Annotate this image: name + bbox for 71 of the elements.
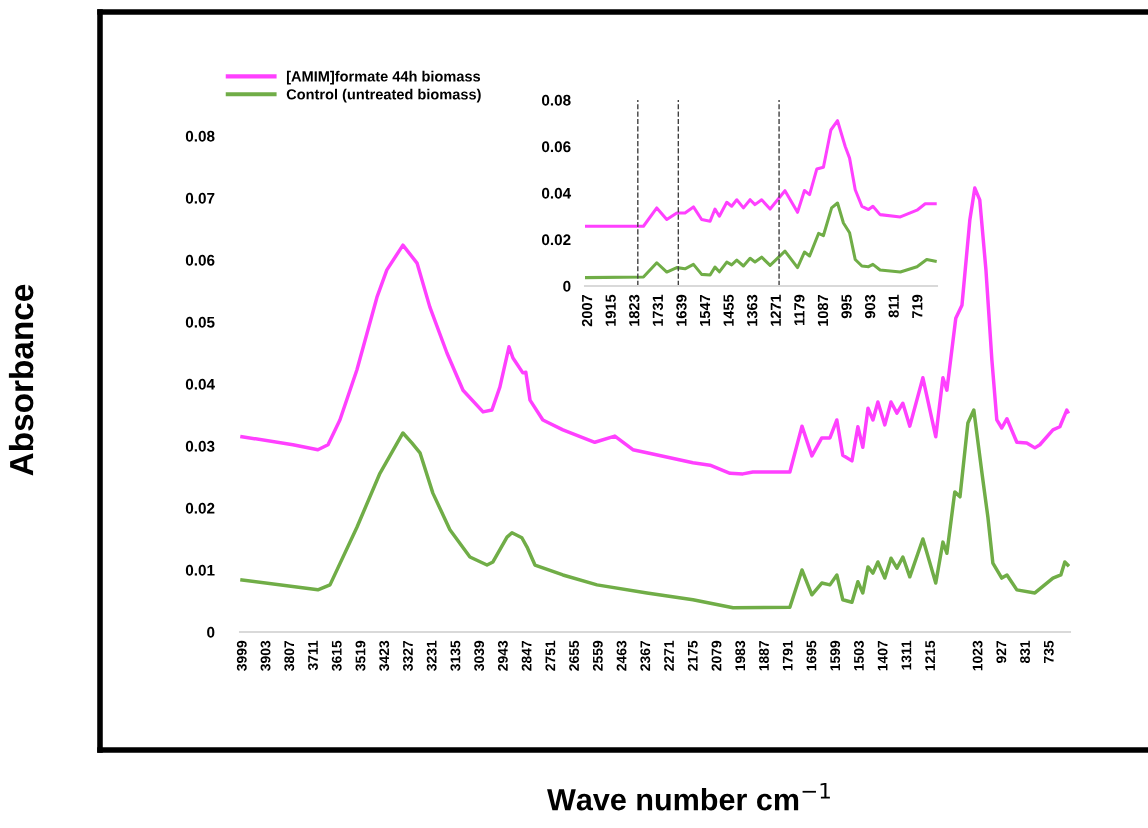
- x-tick-label: 719: [912, 294, 923, 319]
- x-tick-label: 1363: [747, 294, 758, 326]
- x-tick-label: 1407: [877, 640, 888, 671]
- x-tick-label: 2007: [581, 294, 593, 327]
- y-tick-label: 0.02: [541, 234, 571, 246]
- x-tick-label: 927: [996, 640, 1007, 664]
- legend-label: Control (untreated biomass): [286, 88, 481, 103]
- x-tick-label: 3615: [331, 640, 342, 671]
- line-series: [585, 201, 937, 280]
- y-tick-label: 0.04: [185, 378, 215, 390]
- legend-label: [AMIM]formate 44h biomass: [286, 70, 481, 85]
- x-tick-label: 811: [888, 294, 899, 318]
- x-tick-label: 2367: [640, 640, 651, 671]
- x-tick-label: 3039: [474, 640, 485, 671]
- y-axis-title: Absorbance: [8, 284, 34, 476]
- x-tick-label: 1215: [925, 640, 936, 671]
- x-tick-label: 1639: [676, 294, 687, 326]
- x-tick-label: 1823: [629, 294, 640, 326]
- x-tick-label: 3711: [308, 640, 318, 671]
- y-tick-label: 0.08: [541, 94, 571, 106]
- y-tick-label: 0.03: [185, 440, 215, 452]
- x-tick-label: 3423: [379, 640, 390, 671]
- x-tick-label: 1087: [817, 294, 829, 326]
- x-tick-label: 1455: [723, 294, 734, 326]
- x-tick-label: 3903: [260, 640, 271, 671]
- y-tick-label: 0.08: [185, 130, 215, 142]
- x-tick-label: 2751: [545, 640, 556, 671]
- x-tick-label: 2847: [521, 640, 532, 671]
- x-tick-label: 1695: [806, 640, 817, 671]
- line-series: [240, 408, 1070, 610]
- x-axis-title: Wave number cm$^{−1}$: [547, 782, 830, 811]
- x-tick-label: 2655: [569, 640, 579, 671]
- x-tick-label: 1731: [652, 294, 664, 326]
- y-tick-label: 0: [563, 280, 571, 292]
- x-tick-label: 2943: [497, 640, 508, 671]
- y-tick-label: 0.07: [185, 192, 215, 204]
- x-tick-label: 2559: [592, 640, 603, 671]
- x-tick-label: 2175: [687, 640, 698, 671]
- x-tick-label: 3807: [284, 640, 295, 671]
- x-tick-label: 1887: [759, 640, 769, 671]
- line-series: [240, 186, 1070, 476]
- x-tick-label: 3999: [236, 640, 247, 671]
- x-tick-label: 1599: [830, 640, 841, 671]
- x-tick-label: 3327: [403, 640, 413, 671]
- x-tick-label: 2079: [711, 640, 722, 671]
- x-tick-label: 735: [1043, 640, 1054, 663]
- y-tick-label: 0.06: [541, 141, 571, 153]
- y-tick-label: 0.01: [185, 564, 215, 576]
- y-tick-label: 0.05: [185, 316, 215, 328]
- y-tick-label: 0.02: [185, 502, 215, 514]
- x-tick-label: 903: [864, 294, 876, 319]
- x-tick-label: 1915: [605, 294, 616, 326]
- x-tick-label: 995: [841, 294, 852, 319]
- x-tick-label: 831: [1020, 640, 1030, 664]
- y-tick-label: 0.04: [541, 187, 572, 199]
- x-tick-label: 1503: [853, 640, 864, 671]
- y-tick-label: 0: [207, 626, 215, 638]
- x-tick-label: 3135: [450, 640, 461, 671]
- x-tick-label: 1179: [794, 294, 805, 326]
- x-tick-label: 1271: [770, 294, 781, 326]
- x-tick-label: 1791: [782, 640, 793, 671]
- x-tick-label: 3231: [426, 640, 437, 671]
- x-tick-label: 2271: [664, 640, 674, 671]
- line-series: [585, 119, 937, 228]
- x-tick-label: 3519: [355, 640, 366, 671]
- y-tick-label: 0.06: [185, 254, 215, 266]
- x-tick-label: 1983: [735, 640, 746, 671]
- x-tick-label: 1311: [901, 640, 912, 670]
- x-tick-label: 1023: [972, 640, 983, 671]
- x-tick-label: 1547: [700, 294, 711, 326]
- x-tick-label: 2463: [616, 640, 627, 671]
